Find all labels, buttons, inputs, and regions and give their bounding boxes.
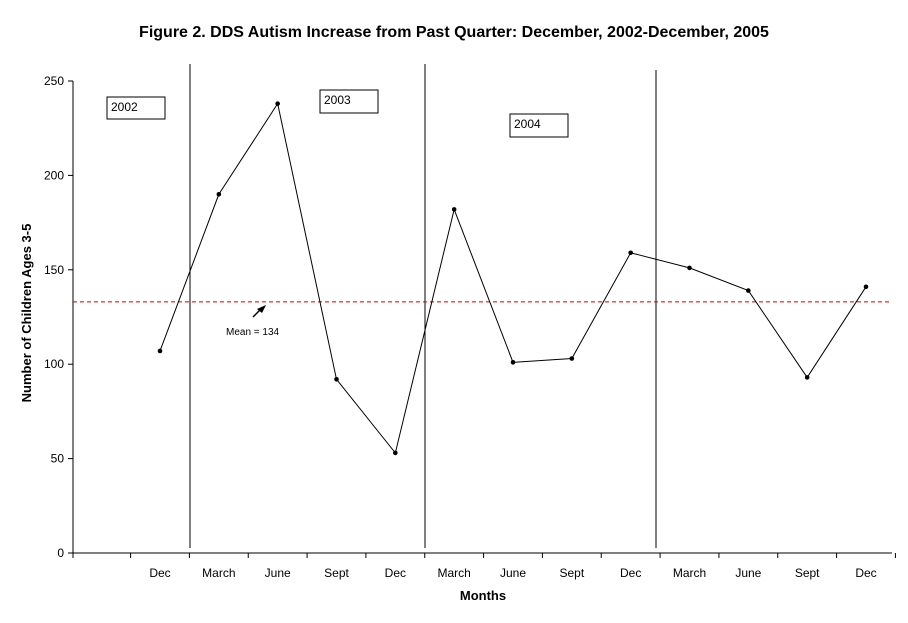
- data-point: [804, 375, 810, 380]
- x-tick-label: Sept: [324, 566, 349, 580]
- x-tick-label: June: [500, 566, 526, 580]
- x-tick-label: Dec: [855, 566, 876, 580]
- y-tick-label: 0: [57, 546, 64, 560]
- y-tick-label: 250: [44, 74, 64, 88]
- data-point: [157, 348, 163, 354]
- x-axis-label: Months: [460, 588, 506, 603]
- x-tick-label: Dec: [385, 566, 406, 580]
- data-point: [334, 377, 339, 382]
- data-point: [746, 288, 751, 293]
- data-point: [393, 450, 398, 456]
- mean-arrow: [252, 305, 266, 318]
- x-ticks: Dec March June Sept Dec March June Sept Dec March…: [72, 553, 896, 580]
- data-point: [569, 356, 575, 361]
- data-point: [863, 284, 869, 290]
- x-tick-label: Sept: [559, 566, 584, 580]
- x-tick-label: June: [265, 566, 291, 580]
- y-tick-label: 200: [44, 168, 64, 182]
- y-tick-label: 150: [44, 263, 64, 277]
- x-tick-label: Dec: [149, 566, 170, 580]
- data-point: [275, 101, 280, 106]
- data-point: [687, 265, 692, 271]
- year-label-2004: 2004: [514, 117, 541, 131]
- x-tick-label: Dec: [620, 566, 641, 580]
- y-ticks: 0 50 100 150 200 250: [44, 74, 73, 560]
- year-box-2004: 2004: [509, 113, 569, 138]
- year-box-2002: 2002: [106, 96, 166, 120]
- x-tick-label: June: [735, 566, 761, 580]
- chart-title: Figure 2. DDS Autism Increase from Past …: [139, 24, 769, 41]
- data-point: [510, 360, 516, 365]
- x-tick-label: Sept: [795, 566, 820, 580]
- year-label-2003: 2003: [324, 93, 351, 107]
- year-label-2002: 2002: [111, 100, 138, 114]
- data-point: [628, 250, 633, 256]
- data-point: [451, 207, 457, 212]
- data-point: [216, 191, 222, 197]
- year-box-2003: 2003: [319, 89, 379, 114]
- y-tick-label: 100: [44, 357, 64, 371]
- series-points: [157, 101, 869, 456]
- x-tick-label: March: [673, 566, 706, 580]
- x-tick-label: March: [437, 566, 470, 580]
- mean-label: Mean = 134: [226, 327, 280, 338]
- x-tick-label: March: [202, 566, 235, 580]
- y-axis-label: Number of Children Ages 3-5: [19, 224, 34, 403]
- y-tick-label: 50: [51, 452, 65, 466]
- series-line: [159, 102, 867, 455]
